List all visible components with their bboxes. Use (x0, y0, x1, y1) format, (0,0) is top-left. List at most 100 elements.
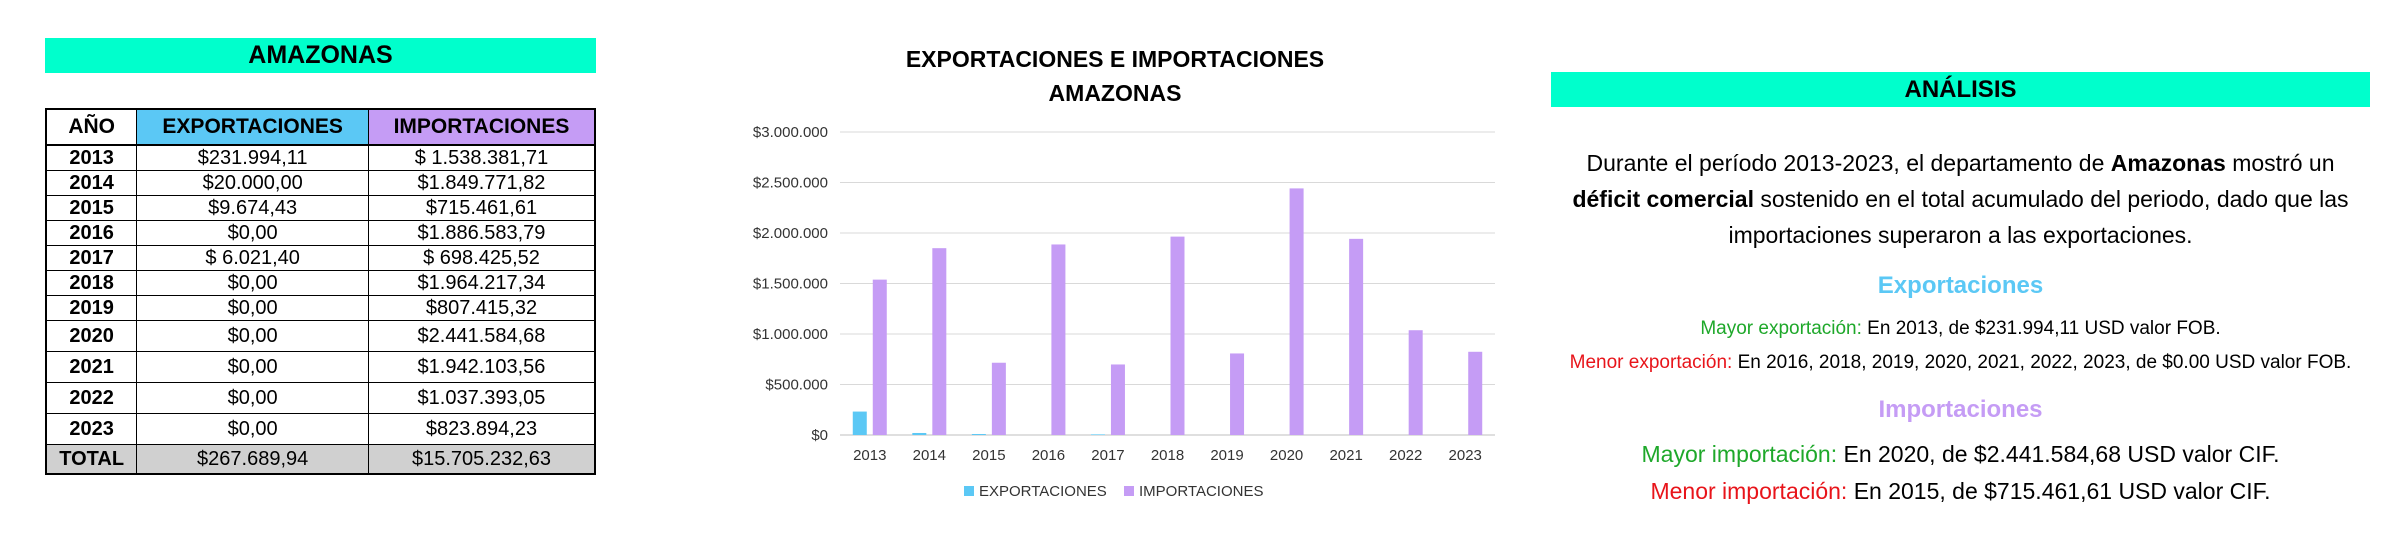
y-tick-label: $2.500.000 (753, 175, 828, 192)
row-imports: $2.441.584,68 (367, 320, 596, 352)
total-label: TOTAL (45, 444, 138, 475)
y-tick-label: $1.500.000 (753, 276, 828, 293)
y-tick-label: $0 (811, 427, 828, 444)
legend-swatch (1124, 486, 1134, 496)
x-tick-label: 2018 (1151, 447, 1184, 464)
bar-imports (1289, 188, 1304, 435)
row-imports: $1.964.217,34 (367, 270, 596, 296)
row-exports: $0,00 (136, 320, 369, 352)
row-imports: $1.942.103,56 (367, 351, 596, 383)
chart-title-line: EXPORTACIONES E IMPORTACIONES (905, 46, 1325, 72)
row-exports: $9.674,43 (136, 195, 369, 221)
table-row: 2018 $0,00 $1.964.217,34 (45, 270, 596, 296)
table-header-row: AÑO EXPORTACIONES IMPORTACIONES (45, 108, 596, 146)
imports-max-line: Mayor importación: En 2020, de $2.441.58… (1551, 441, 2370, 468)
total-imports: $15.705.232,63 (367, 444, 596, 475)
row-exports: $0,00 (136, 413, 369, 445)
y-tick-label: $3.000.000 (753, 124, 828, 141)
bar-imports (1468, 351, 1483, 435)
row-exports: $0,00 (136, 270, 369, 296)
table-title: AMAZONAS (45, 38, 596, 73)
row-year: 2020 (45, 320, 138, 352)
bar-imports (1051, 244, 1066, 435)
analysis-paragraph: Durante el período 2013-2023, el departa… (1551, 145, 2370, 253)
para-text-3: sostenido en el total acumulado del peri… (1728, 186, 2349, 248)
row-exports: $0,00 (136, 295, 369, 321)
table-row: 2020 $0,00 $2.441.584,68 (45, 320, 596, 352)
row-year: 2015 (45, 195, 138, 221)
row-imports: $715.461,61 (367, 195, 596, 221)
row-year: 2018 (45, 270, 138, 296)
row-year: 2017 (45, 245, 138, 271)
imports-min-text: En 2015, de $715.461,61 USD valor CIF. (1847, 478, 2271, 504)
bar-imports (872, 279, 887, 435)
x-tick-label: 2022 (1389, 447, 1422, 464)
exports-max-text: En 2013, de $231.994,11 USD valor FOB. (1861, 318, 2221, 339)
row-imports: $ 698.425,52 (367, 245, 596, 271)
table-row: 2013 $231.994,11 $ 1.538.381,71 (45, 144, 596, 171)
para-text-1: Durante el período 2013-2023, el departa… (1586, 150, 2111, 176)
row-imports: $1.849.771,82 (367, 170, 596, 196)
header-exports: EXPORTACIONES (136, 108, 369, 146)
bar-imports (1170, 236, 1185, 435)
row-exports: $0,00 (136, 220, 369, 246)
bar-imports (1349, 238, 1364, 435)
row-imports: $1.886.583,79 (367, 220, 596, 246)
imports-max-text: En 2020, de $2.441.584,68 USD valor CIF. (1837, 441, 2280, 467)
bar-chart: $0 $500.000 $1.000.000 $1.500.000 $2.000.000… (753, 124, 1495, 500)
bar-imports (1230, 353, 1245, 435)
row-exports: $ 6.021,40 (136, 245, 369, 271)
exports-min-label: Menor exportación: (1569, 352, 1733, 373)
x-tick-label: 2023 (1449, 447, 1482, 464)
bar-exports (1090, 434, 1105, 435)
header-year: AÑO (45, 108, 138, 146)
exports-min-text: En 2016, 2018, 2019, 2020, 2021, 2022, 2… (1732, 352, 2352, 373)
x-tick-label: 2015 (972, 447, 1005, 464)
table-row: 2014 $20.000,00 $1.849.771,82 (45, 170, 596, 196)
x-tick-label: 2020 (1270, 447, 1303, 464)
imports-max-label: Mayor importación: (1641, 441, 1838, 467)
bar-exports (912, 432, 927, 435)
para-bold-1: Amazonas (2110, 150, 2226, 176)
analysis-title: ANÁLISIS (1551, 72, 2370, 107)
imports-heading: Importaciones (1878, 396, 2043, 423)
row-imports: $ 1.538.381,71 (367, 144, 596, 171)
row-imports: $823.894,23 (367, 413, 596, 445)
y-tick-label: $2.000.000 (753, 225, 828, 242)
bar-exports (852, 411, 867, 435)
bar-imports (932, 248, 947, 435)
exports-max-label: Mayor exportación: (1700, 318, 1862, 339)
table-row: 2016 $0,00 $1.886.583,79 (45, 220, 596, 246)
table-row: 2017 $ 6.021,40 $ 698.425,52 (45, 245, 596, 271)
row-imports: $1.037.393,05 (367, 382, 596, 414)
table-row: 2023 $0,00 $823.894,23 (45, 413, 596, 445)
row-year: 2022 (45, 382, 138, 414)
total-exports: $267.689,94 (136, 444, 369, 475)
table-row: 2015 $9.674,43 $715.461,61 (45, 195, 596, 221)
para-text-2: mostró un (2225, 150, 2335, 176)
row-exports: $0,00 (136, 382, 369, 414)
bar-exports (971, 434, 986, 435)
para-bold-2: déficit comercial (1572, 186, 1754, 212)
y-tick-label: $1.000.000 (753, 326, 828, 343)
row-exports: $231.994,11 (136, 144, 369, 171)
row-year: 2019 (45, 295, 138, 321)
row-year: 2016 (45, 220, 138, 246)
row-exports: $0,00 (136, 351, 369, 383)
table-row: 2022 $0,00 $1.037.393,05 (45, 382, 596, 414)
x-tick-label: 2017 (1091, 447, 1124, 464)
table-row: 2019 $0,00 $807.415,32 (45, 295, 596, 321)
row-year: 2023 (45, 413, 138, 445)
header-imports: IMPORTACIONES (367, 108, 596, 146)
trade-table: AÑO EXPORTACIONES IMPORTACIONES 2013 $231… (45, 108, 596, 475)
exports-heading: Exportaciones (1877, 272, 2044, 299)
row-year: 2021 (45, 351, 138, 383)
x-tick-label: 2019 (1210, 447, 1243, 464)
legend-swatch (964, 486, 974, 496)
exports-max-line: Mayor exportación: En 2013, de $231.994,… (1551, 318, 2370, 340)
exports-min-line: Menor exportación: En 2016, 2018, 2019, … (1551, 352, 2370, 374)
bar-imports (991, 362, 1006, 435)
row-exports: $20.000,00 (136, 170, 369, 196)
legend-label: EXPORTACIONES (979, 483, 1107, 500)
x-tick-label: 2014 (913, 447, 946, 464)
